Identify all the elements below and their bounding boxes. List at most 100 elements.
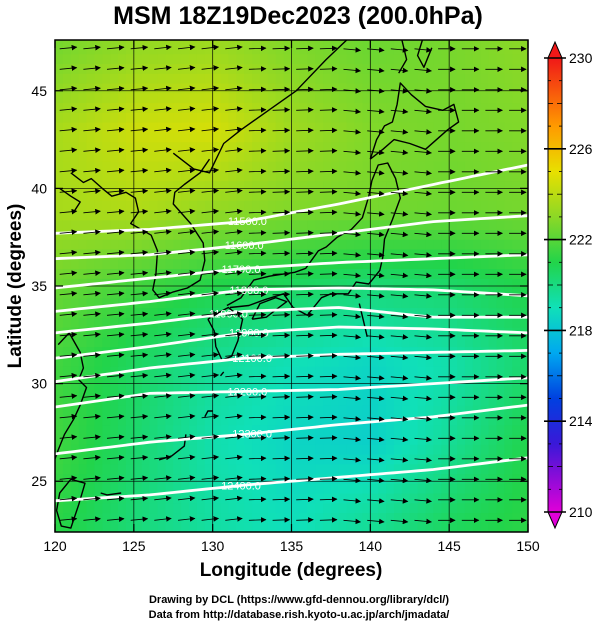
heatmap-cell [520,424,528,435]
coastline [207,306,244,361]
heatmap-cell [228,92,237,104]
heatmap-cell [291,82,300,94]
heatmap-cell [141,190,151,201]
heatmap-cell [55,63,64,74]
heatmap-cell [512,502,521,514]
heatmap-cell [425,366,434,377]
wind-arrow [83,188,101,194]
heatmap-cell [457,151,466,162]
heatmap-cell [433,239,442,250]
heatmap-cell [354,336,364,348]
heatmap-cell [417,248,427,260]
heatmap-cell [409,73,419,84]
heatmap-cell [70,366,80,377]
heatmap-cell [212,336,222,348]
heatmap-cell [323,248,332,260]
heatmap-cell [125,209,135,221]
heatmap-cell [55,356,64,367]
wind-arrow [319,435,338,441]
heatmap-cell [417,483,427,494]
heatmap-cell [62,346,72,357]
heatmap-cell [283,483,293,494]
heatmap-cell [236,43,245,55]
heatmap-cell [409,512,419,523]
heatmap-cell [236,414,245,426]
heatmap-cell [118,200,127,211]
heatmap-cell [70,463,80,475]
heatmap-cell [125,131,135,143]
heatmap-cell [307,131,316,143]
heatmap-cell [323,346,332,357]
wind-arrow [367,129,385,135]
heatmap-cell [472,82,482,94]
heatmap-cell [330,248,340,260]
heatmap-cell [244,53,253,65]
heatmap-cell [220,82,230,94]
heatmap-cell [267,40,277,45]
heatmap-cell [425,327,434,338]
wind-arrow [201,352,220,358]
heatmap-cell [401,512,411,523]
wind-arrow [83,249,101,256]
wind-arrow [154,393,172,399]
heatmap-cell [449,483,458,494]
heatmap-cell [441,336,450,348]
wind-arrow [201,311,220,317]
heatmap-cell [472,336,482,348]
heatmap-cell [299,356,308,367]
wind-arrow [83,106,101,112]
heatmap-cell [338,239,348,250]
heatmap-cell [252,434,261,445]
heatmap-cell [118,385,127,396]
heatmap-cell [417,522,427,532]
heatmap-cell [370,248,379,260]
heatmap-cell [433,122,442,133]
heatmap-cell [283,405,293,416]
heatmap-cell [78,53,88,65]
heatmap-cell [425,483,434,494]
heatmap-cell [78,356,88,367]
heatmap-cell [86,161,96,172]
heatmap-cell [55,414,64,426]
heatmap-cell [110,151,119,162]
heatmap-cell [118,92,127,104]
heatmap-cell [330,170,340,182]
heatmap-cell [283,512,293,523]
heatmap-cell [125,356,135,367]
heatmap-cell [370,463,379,475]
heatmap-cell [110,112,119,123]
heatmap-cell [409,82,419,94]
heatmap-cell [480,180,490,191]
wind-arrow [177,106,196,112]
heatmap-cell [62,170,72,182]
heatmap-cell [102,385,111,396]
heatmap-cell [228,122,237,133]
heatmap-cell [236,141,245,152]
heatmap-cell [520,356,528,367]
heatmap-cell [275,258,285,270]
heatmap-cell [488,434,498,445]
heatmap-cell [323,278,332,289]
heatmap-cell [70,502,80,514]
heatmap-cell [425,258,434,270]
heatmap-cell [236,102,245,113]
heatmap-cell [78,112,88,123]
heatmap-cell [125,492,135,504]
heatmap-cell [275,73,285,84]
heatmap-cell [386,346,395,357]
heatmap-cell [125,43,135,55]
heatmap-cell [196,453,206,465]
heatmap-cell [496,317,505,328]
heatmap-cell [378,278,387,289]
heatmap-cell [512,356,521,367]
heatmap-cell [220,92,230,104]
heatmap-cell [472,463,482,475]
heatmap-cell [110,102,119,113]
heatmap-cell [480,297,490,309]
heatmap-cell [259,317,269,328]
heatmap-cell [362,317,371,328]
heatmap-cell [196,53,206,65]
heatmap-cell [496,483,505,494]
heatmap-cell [449,53,458,65]
heatmap-cell [386,180,395,191]
